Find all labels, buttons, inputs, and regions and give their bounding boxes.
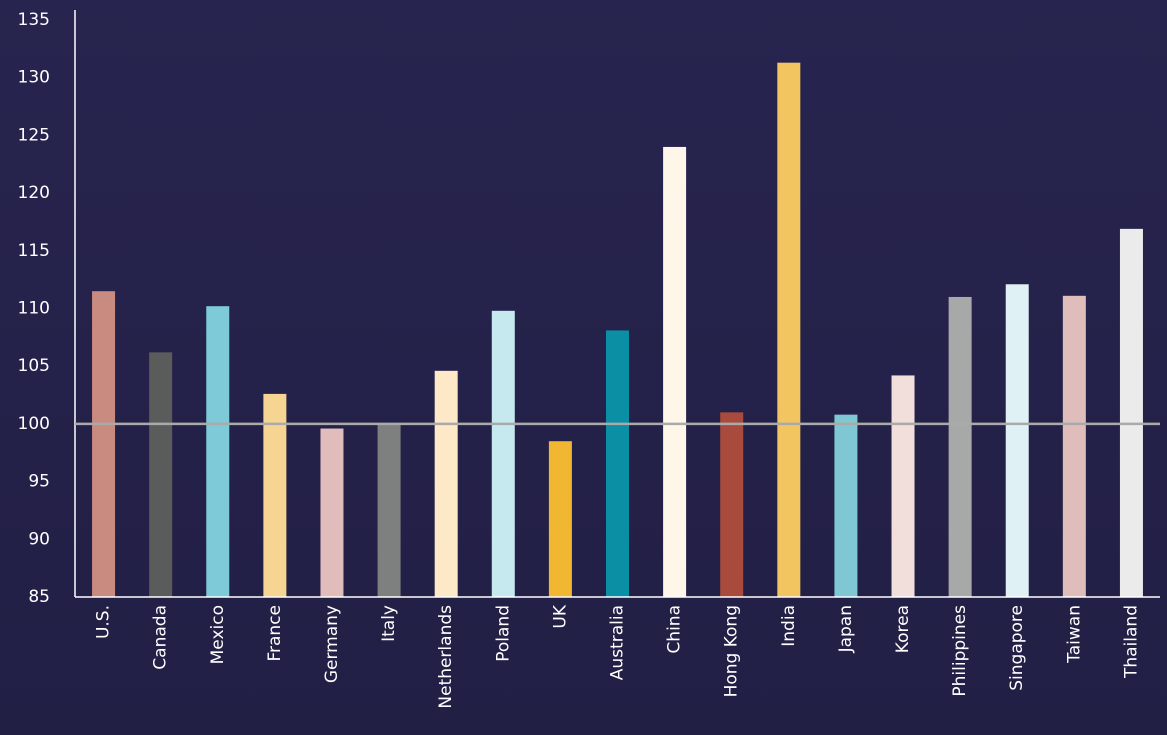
bar <box>378 424 401 597</box>
y-tick-label: 130 <box>18 68 50 88</box>
x-tick-label: Singapore <box>1007 605 1027 691</box>
x-tick-label: Hong Kong <box>722 605 742 697</box>
bar <box>892 375 915 597</box>
x-tick-label: Japan <box>836 605 856 653</box>
bar <box>549 441 572 597</box>
bar <box>720 412 743 597</box>
bar <box>320 429 343 597</box>
y-tick-label: 110 <box>18 299 50 319</box>
bar <box>1006 284 1029 597</box>
bar <box>492 311 515 597</box>
x-tick-label: U.S. <box>94 605 114 639</box>
bar <box>834 415 857 597</box>
bar <box>777 63 800 597</box>
x-tick-label: Taiwan <box>1064 605 1084 664</box>
bar <box>435 371 458 597</box>
x-tick-label: Australia <box>608 605 628 680</box>
x-tick-label: Mexico <box>208 605 228 664</box>
y-tick-label: 85 <box>28 587 50 607</box>
bar <box>206 306 229 597</box>
bar <box>1063 296 1086 597</box>
x-tick-label: India <box>779 605 799 647</box>
y-tick-label: 105 <box>18 356 50 376</box>
bar <box>149 352 172 597</box>
x-tick-label: China <box>665 605 685 654</box>
x-tick-label: Canada <box>151 605 171 670</box>
bar <box>1120 229 1143 597</box>
x-tick-label: Korea <box>893 605 913 653</box>
x-tick-label: Poland <box>493 605 513 662</box>
x-tick-label: Germany <box>322 605 342 683</box>
y-tick-label: 100 <box>18 414 50 434</box>
x-tick-label: Netherlands <box>436 605 456 709</box>
bar <box>606 330 629 597</box>
bar <box>949 297 972 597</box>
chart: 85 90 95 100 105 110 115 120 125 130 135 U.S. Canada… <box>0 0 1167 735</box>
x-tick-label: Thailand <box>1121 605 1141 679</box>
bar <box>92 291 115 597</box>
x-tick-label: UK <box>550 604 570 628</box>
y-tick-label: 115 <box>18 241 50 261</box>
y-tick-label: 135 <box>18 10 50 30</box>
y-tick-label: 125 <box>18 125 50 145</box>
y-tick-label: 95 <box>28 472 50 492</box>
y-tick-label: 90 <box>28 529 50 549</box>
x-tick-label: Philippines <box>950 605 970 697</box>
x-tick-label: Italy <box>379 605 399 642</box>
x-tick-label: France <box>265 605 285 662</box>
y-tick-label: 120 <box>18 183 50 203</box>
bar <box>663 147 686 597</box>
